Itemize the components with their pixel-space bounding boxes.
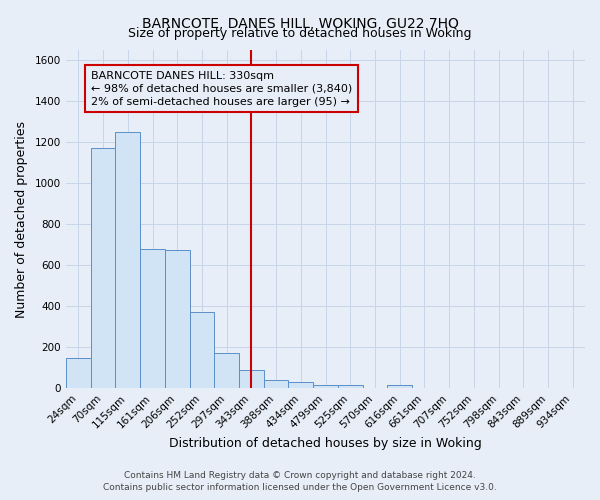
Text: Size of property relative to detached houses in Woking: Size of property relative to detached ho… <box>128 28 472 40</box>
Bar <box>91 148 115 388</box>
Bar <box>338 386 362 388</box>
X-axis label: Distribution of detached houses by size in Woking: Distribution of detached houses by size … <box>169 437 482 450</box>
Bar <box>388 386 412 388</box>
Bar <box>190 312 214 388</box>
Text: Contains HM Land Registry data © Crown copyright and database right 2024.
Contai: Contains HM Land Registry data © Crown c… <box>103 471 497 492</box>
Bar <box>66 358 91 388</box>
Text: BARNCOTE DANES HILL: 330sqm
← 98% of detached houses are smaller (3,840)
2% of s: BARNCOTE DANES HILL: 330sqm ← 98% of det… <box>91 70 352 107</box>
Bar <box>214 354 239 388</box>
Bar <box>313 384 338 388</box>
Bar <box>115 132 140 388</box>
Bar <box>289 382 313 388</box>
Bar <box>140 249 165 388</box>
Bar <box>165 250 190 388</box>
Text: BARNCOTE, DANES HILL, WOKING, GU22 7HQ: BARNCOTE, DANES HILL, WOKING, GU22 7HQ <box>142 18 458 32</box>
Bar <box>264 380 289 388</box>
Bar <box>239 370 264 388</box>
Y-axis label: Number of detached properties: Number of detached properties <box>15 120 28 318</box>
